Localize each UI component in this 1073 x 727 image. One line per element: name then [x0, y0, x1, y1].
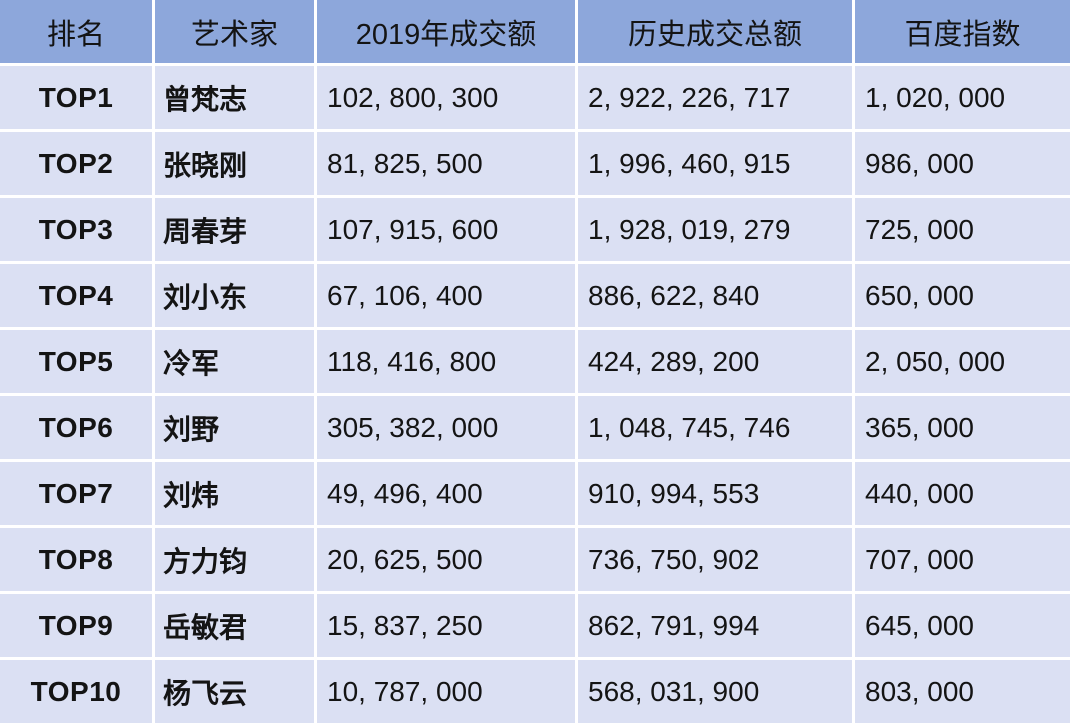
baidu-index-cell: 440, 000 [855, 462, 1070, 525]
historical-total-cell: 886, 622, 840 [578, 264, 852, 327]
baidu-index-cell: 707, 000 [855, 528, 1070, 591]
sales-2019-cell: 10, 787, 000 [317, 660, 575, 723]
historical-total-cell: 424, 289, 200 [578, 330, 852, 393]
rank-cell: TOP7 [0, 462, 152, 525]
table-row: TOP5 冷军 118, 416, 800 424, 289, 200 2, 0… [0, 330, 1070, 393]
rank-cell: TOP1 [0, 66, 152, 129]
table-row: TOP9 岳敏君 15, 837, 250 862, 791, 994 645,… [0, 594, 1070, 657]
historical-total-cell: 862, 791, 994 [578, 594, 852, 657]
baidu-index-cell: 365, 000 [855, 396, 1070, 459]
table-row: TOP6 刘野 305, 382, 000 1, 048, 745, 746 3… [0, 396, 1070, 459]
baidu-index-cell: 986, 000 [855, 132, 1070, 195]
artist-cell: 方力钧 [155, 528, 314, 591]
header-artist: 艺术家 [155, 0, 314, 63]
sales-2019-cell: 15, 837, 250 [317, 594, 575, 657]
rank-cell: TOP10 [0, 660, 152, 723]
sales-2019-cell: 81, 825, 500 [317, 132, 575, 195]
table-row: TOP3 周春芽 107, 915, 600 1, 928, 019, 279 … [0, 198, 1070, 261]
baidu-index-cell: 645, 000 [855, 594, 1070, 657]
artist-cell: 曾梵志 [155, 66, 314, 129]
rank-cell: TOP3 [0, 198, 152, 261]
sales-2019-cell: 49, 496, 400 [317, 462, 575, 525]
artist-cell: 刘野 [155, 396, 314, 459]
historical-total-cell: 2, 922, 226, 717 [578, 66, 852, 129]
historical-total-cell: 910, 994, 553 [578, 462, 852, 525]
artist-cell: 刘炜 [155, 462, 314, 525]
sales-2019-cell: 20, 625, 500 [317, 528, 575, 591]
historical-total-cell: 736, 750, 902 [578, 528, 852, 591]
baidu-index-cell: 2, 050, 000 [855, 330, 1070, 393]
artist-cell: 张晓刚 [155, 132, 314, 195]
table-row: TOP7 刘炜 49, 496, 400 910, 994, 553 440, … [0, 462, 1070, 525]
sales-2019-cell: 107, 915, 600 [317, 198, 575, 261]
header-sales-2019: 2019年成交额 [317, 0, 575, 63]
header-row: 排名 艺术家 2019年成交额 历史成交总额 百度指数 [0, 0, 1070, 63]
baidu-index-cell: 803, 000 [855, 660, 1070, 723]
header-baidu-index: 百度指数 [855, 0, 1070, 63]
artist-cell: 刘小东 [155, 264, 314, 327]
rank-cell: TOP2 [0, 132, 152, 195]
table-row: TOP1 曾梵志 102, 800, 300 2, 922, 226, 717 … [0, 66, 1070, 129]
historical-total-cell: 1, 996, 460, 915 [578, 132, 852, 195]
artist-cell: 冷军 [155, 330, 314, 393]
table-row: TOP10 杨飞云 10, 787, 000 568, 031, 900 803… [0, 660, 1070, 723]
sales-2019-cell: 118, 416, 800 [317, 330, 575, 393]
artist-cell: 岳敏君 [155, 594, 314, 657]
baidu-index-cell: 650, 000 [855, 264, 1070, 327]
historical-total-cell: 1, 928, 019, 279 [578, 198, 852, 261]
table-body: TOP1 曾梵志 102, 800, 300 2, 922, 226, 717 … [0, 66, 1070, 723]
rank-cell: TOP8 [0, 528, 152, 591]
sales-2019-cell: 102, 800, 300 [317, 66, 575, 129]
rank-cell: TOP9 [0, 594, 152, 657]
baidu-index-cell: 1, 020, 000 [855, 66, 1070, 129]
header-rank: 排名 [0, 0, 152, 63]
table-row: TOP4 刘小东 67, 106, 400 886, 622, 840 650,… [0, 264, 1070, 327]
historical-total-cell: 1, 048, 745, 746 [578, 396, 852, 459]
artist-cell: 杨飞云 [155, 660, 314, 723]
header-historical-total: 历史成交总额 [578, 0, 852, 63]
sales-2019-cell: 305, 382, 000 [317, 396, 575, 459]
table-row: TOP2 张晓刚 81, 825, 500 1, 996, 460, 915 9… [0, 132, 1070, 195]
table-header: 排名 艺术家 2019年成交额 历史成交总额 百度指数 [0, 0, 1070, 63]
rank-cell: TOP6 [0, 396, 152, 459]
historical-total-cell: 568, 031, 900 [578, 660, 852, 723]
sales-2019-cell: 67, 106, 400 [317, 264, 575, 327]
rank-cell: TOP5 [0, 330, 152, 393]
baidu-index-cell: 725, 000 [855, 198, 1070, 261]
table-row: TOP8 方力钧 20, 625, 500 736, 750, 902 707,… [0, 528, 1070, 591]
artist-cell: 周春芽 [155, 198, 314, 261]
rank-cell: TOP4 [0, 264, 152, 327]
